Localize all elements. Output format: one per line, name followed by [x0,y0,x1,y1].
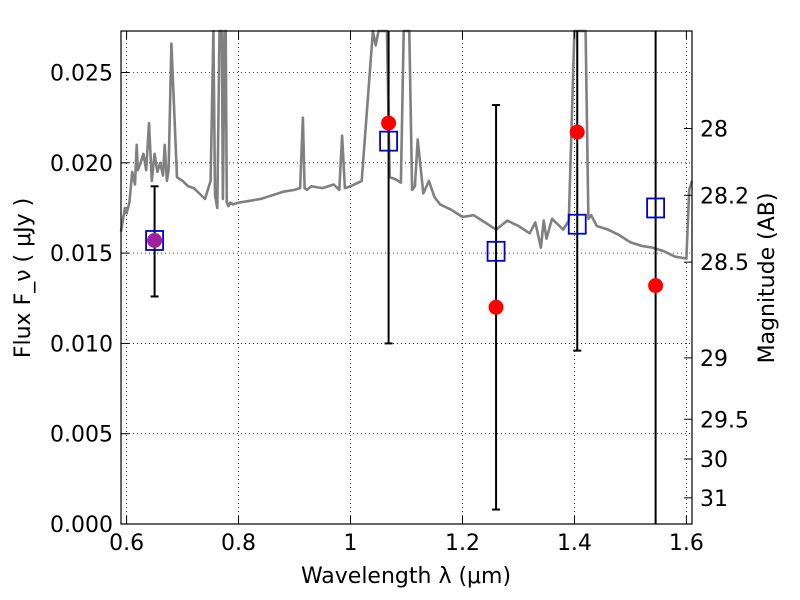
magnitude-tick-labels: 28 28.2 28.5 29 29.5 30 31 [700,118,749,512]
magnitude-tick-label: 29.5 [700,408,749,433]
y-tick-label: 0.005 [50,423,113,448]
model-square-marker [567,213,587,235]
x-tick-label: 0.8 [221,531,256,556]
observed-circle-marker [569,124,585,140]
magnitude-tick-label: 29 [700,347,728,372]
x-tick-labels: 0.6 0.8 1 1.2 1.4 1.6 [109,531,704,556]
x-tick-label: 1 [344,531,358,556]
model-marker-layer [145,130,666,262]
magnitude-tick-label: 28.2 [700,184,749,209]
observed-circle-marker [488,299,504,315]
x-tick-label: 1.2 [445,531,480,556]
magnitude-tick-label: 30 [700,448,728,473]
y-tick-label: 0.015 [50,242,113,267]
magnitude-tick-label: 28.5 [700,251,749,276]
y-tick-label: 0.025 [50,62,113,87]
observed-circle-marker [381,115,397,131]
y-tick-label: 0.010 [50,332,113,357]
y-tick-label: 0.000 [50,513,113,538]
y-axis-label: Flux F_ν ( μJy ) [11,198,36,358]
x-axis-label: Wavelength λ (μm) [301,564,511,589]
y-tick-labels: 0.000 0.005 0.010 0.015 0.020 0.025 [50,62,113,538]
model-square-marker [646,197,666,219]
observed-marker-layer [147,115,664,315]
model-square-marker [486,240,506,262]
x-tick-label: 1.4 [557,531,592,556]
observed-circle-marker [648,278,664,294]
axis-ticks [121,31,692,525]
magnitude-tick-label: 28 [700,118,728,143]
model-square-marker [145,230,164,251]
model-square-marker [379,130,398,152]
magnitude-tick-label: 31 [700,487,728,512]
x-tick-label: 0.6 [109,531,144,556]
y-tick-label: 0.020 [50,152,113,177]
x-tick-label: 1.6 [669,531,704,556]
magnitude-axis-label: Magnitude (AB) [755,193,780,364]
observed-circle-marker [147,232,163,248]
plot-frame [120,30,693,525]
